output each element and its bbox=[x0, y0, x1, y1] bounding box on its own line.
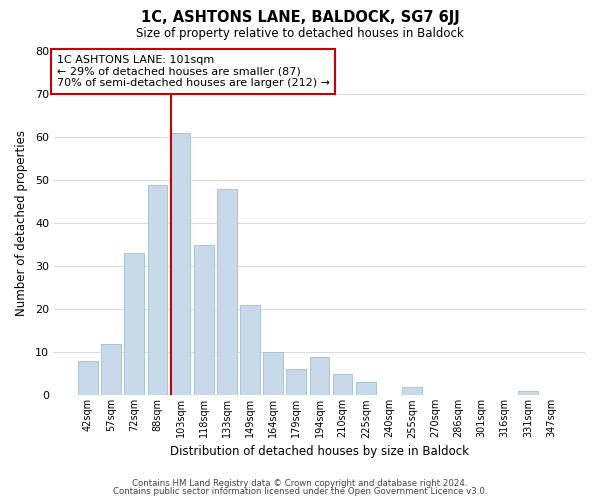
Text: Size of property relative to detached houses in Baldock: Size of property relative to detached ho… bbox=[136, 28, 464, 40]
Bar bbox=[217, 189, 236, 396]
Bar bbox=[356, 382, 376, 396]
Bar bbox=[310, 356, 329, 396]
Bar bbox=[263, 352, 283, 396]
Text: Contains public sector information licensed under the Open Government Licence v3: Contains public sector information licen… bbox=[113, 488, 487, 496]
Bar bbox=[194, 245, 214, 396]
Bar bbox=[124, 254, 144, 396]
Bar bbox=[170, 133, 190, 396]
Bar bbox=[101, 344, 121, 396]
Bar bbox=[148, 184, 167, 396]
Bar bbox=[402, 386, 422, 396]
Text: 1C, ASHTONS LANE, BALDOCK, SG7 6JJ: 1C, ASHTONS LANE, BALDOCK, SG7 6JJ bbox=[140, 10, 460, 25]
Bar bbox=[78, 361, 98, 396]
Text: Contains HM Land Registry data © Crown copyright and database right 2024.: Contains HM Land Registry data © Crown c… bbox=[132, 478, 468, 488]
Bar bbox=[333, 374, 352, 396]
X-axis label: Distribution of detached houses by size in Baldock: Distribution of detached houses by size … bbox=[170, 444, 469, 458]
Y-axis label: Number of detached properties: Number of detached properties bbox=[15, 130, 28, 316]
Text: 1C ASHTONS LANE: 101sqm
← 29% of detached houses are smaller (87)
70% of semi-de: 1C ASHTONS LANE: 101sqm ← 29% of detache… bbox=[56, 55, 329, 88]
Bar bbox=[518, 391, 538, 396]
Bar bbox=[286, 370, 306, 396]
Bar bbox=[240, 305, 260, 396]
